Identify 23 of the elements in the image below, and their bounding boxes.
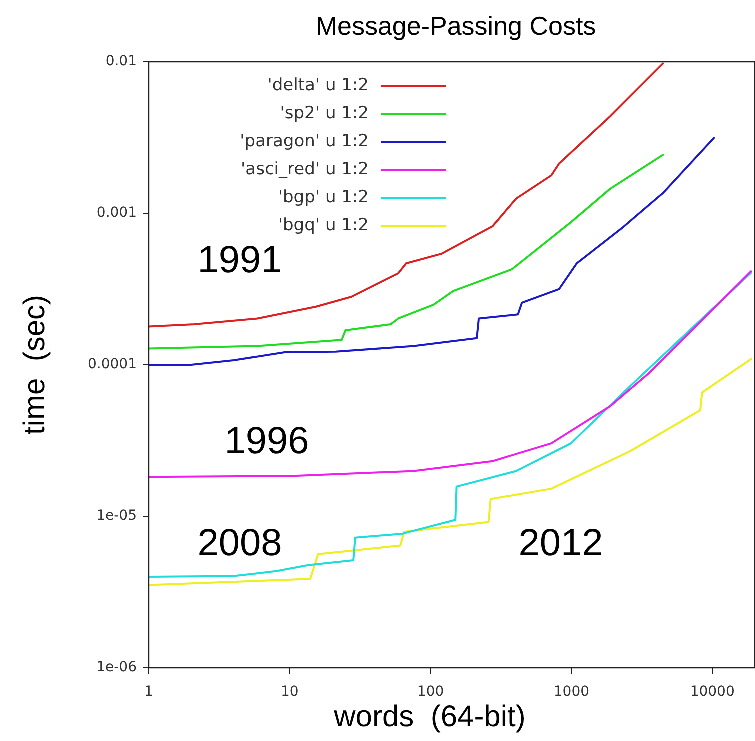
chart-title: Message-Passing Costs: [316, 11, 596, 42]
y-tick-label: 1e-05: [96, 508, 137, 524]
x-tick-label: 1: [144, 684, 154, 700]
legend-label: 'bgp' u 1:2: [278, 187, 369, 208]
y-tick-label: 0.001: [96, 205, 137, 222]
x-axis-title: words (64-bit): [333, 700, 526, 734]
annotation: 1996: [224, 420, 310, 462]
annotation: 2008: [198, 522, 282, 564]
y-tick-label: 1e-06: [96, 660, 138, 676]
legend-label: 'paragon' u 1:2: [240, 131, 369, 152]
x-tick-label: 10: [280, 684, 299, 700]
x-tick-label: 1000: [554, 684, 590, 700]
x-tick-label: 100: [417, 684, 444, 700]
legend-label: 'delta' u 1:2: [268, 75, 369, 96]
legend-label: 'sp2' u 1:2: [280, 103, 369, 124]
x-tick-label: 10000: [690, 684, 735, 700]
annotation: 2012: [518, 522, 604, 564]
annotation: 1991: [198, 239, 282, 282]
legend-label: 'bgq' u 1:2: [278, 215, 369, 236]
legend-label: 'asci_red' u 1:2: [241, 159, 369, 180]
y-tick-label: 0.0001: [88, 356, 137, 373]
y-axis-title: time (sec): [18, 294, 52, 436]
y-tick-label: 0.01: [106, 54, 137, 70]
